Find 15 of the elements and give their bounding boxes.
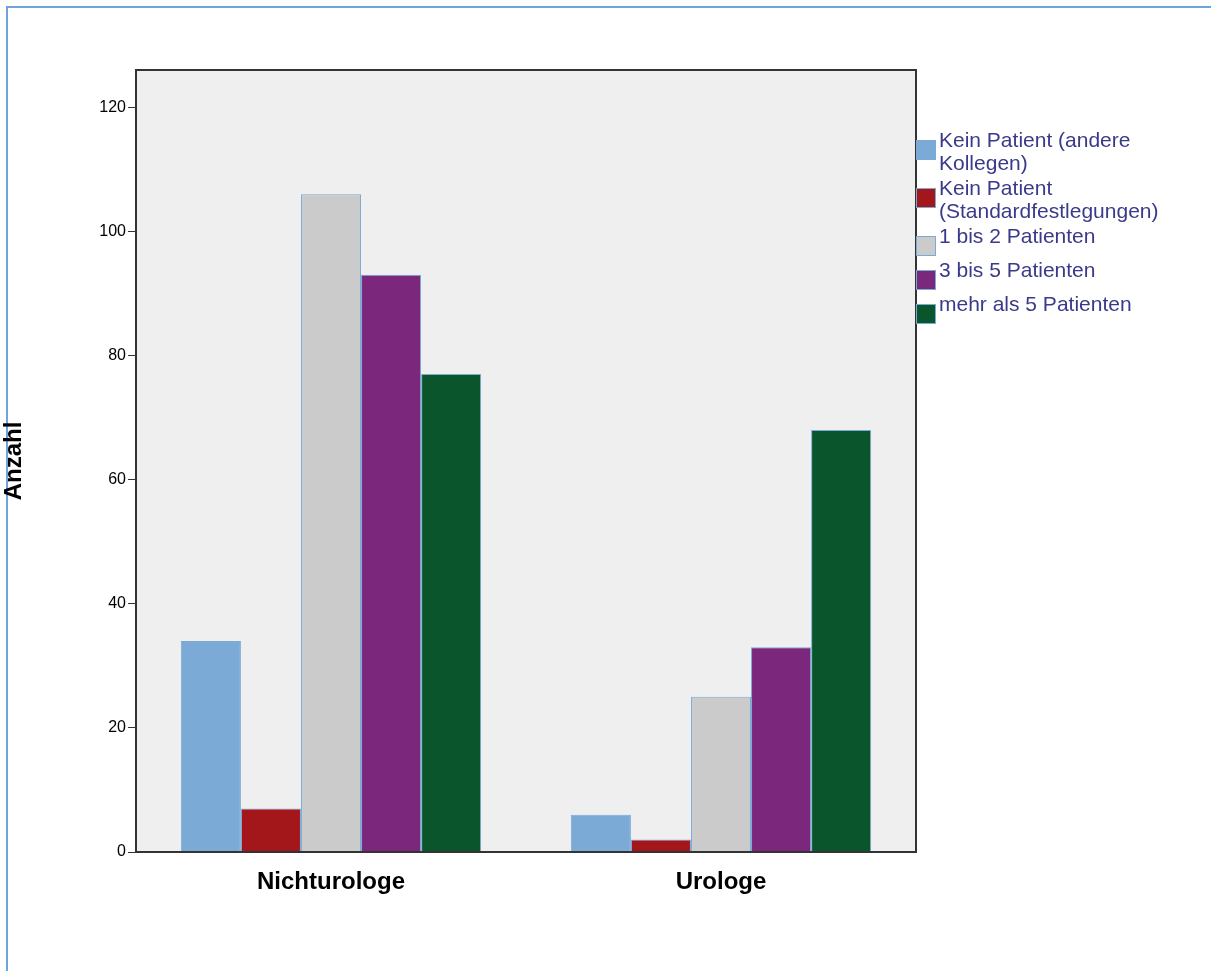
legend-label: mehr als 5 Patienten (939, 292, 1132, 315)
legend-label: Kein Patient (Standardfestlegungen) (939, 176, 1160, 222)
y-tick-label: 120 (99, 97, 127, 115)
y-tick-label: 0 (117, 842, 127, 860)
y-tick-label: 100 (99, 221, 127, 239)
y-axis-title: Anzahl (0, 421, 27, 501)
y-tick-label: 60 (108, 470, 127, 488)
y-tick-label: 80 (108, 345, 127, 363)
y-tick-label: 20 (108, 718, 127, 736)
x-tick-label: Nichturologe (257, 867, 405, 895)
y-tick-label: 40 (108, 594, 127, 612)
legend-label: 3 bis 5 Patienten (939, 258, 1096, 281)
x-tick-label: Urologe (675, 867, 767, 895)
legend-label: Kein Patient (andere Kollegen) (939, 128, 1132, 174)
legend-label: 1 bis 2 Patienten (939, 224, 1096, 247)
